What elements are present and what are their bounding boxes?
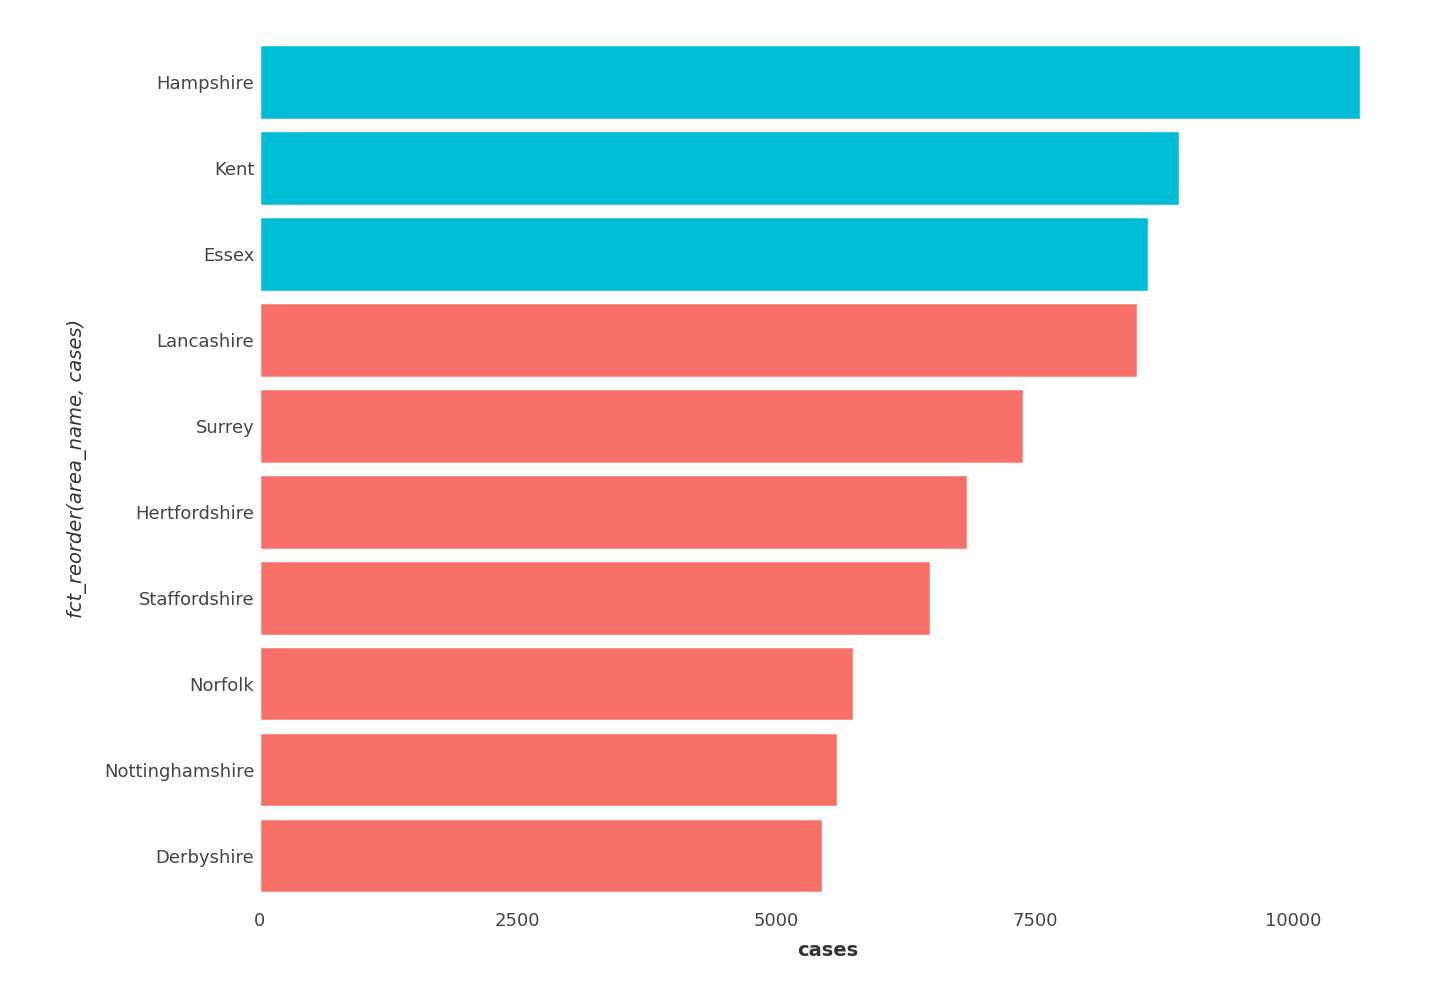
Bar	[259, 216, 1149, 291]
Bar	[259, 559, 932, 635]
Bar	[259, 732, 838, 807]
Bar	[259, 302, 1138, 378]
Bar	[259, 474, 968, 549]
Bar	[259, 646, 854, 722]
Bar	[259, 388, 1024, 464]
Y-axis label: fct_reorder(area_name, cases): fct_reorder(area_name, cases)	[68, 320, 88, 618]
X-axis label: cases: cases	[798, 941, 858, 961]
Bar	[259, 44, 1361, 120]
Bar	[259, 817, 822, 893]
Bar	[259, 130, 1179, 206]
